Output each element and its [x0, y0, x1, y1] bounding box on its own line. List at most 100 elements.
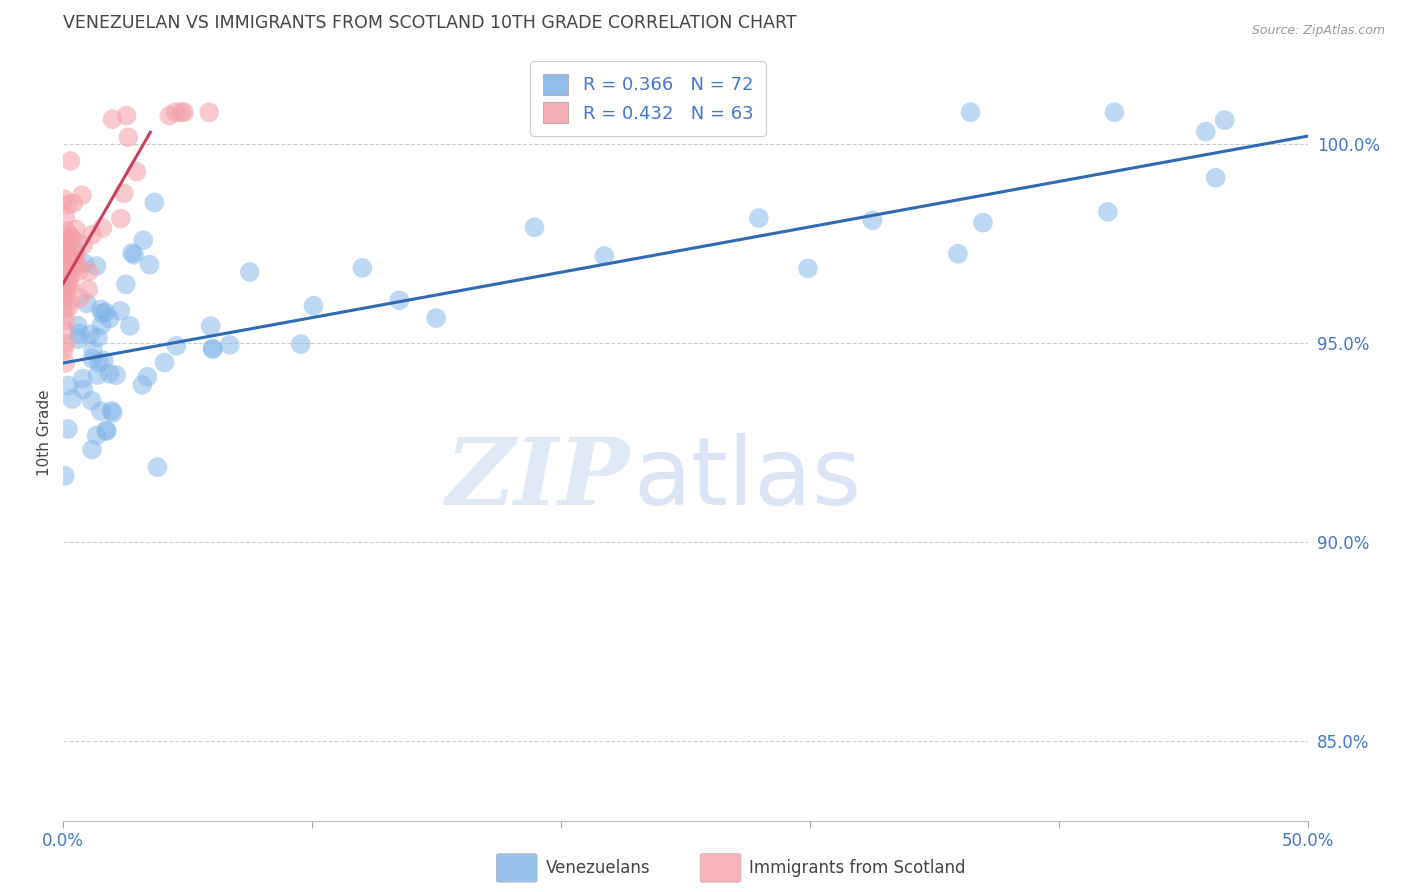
Point	[98, 367, 121, 381]
Point	[59, 294, 82, 309]
Point	[55, 336, 77, 351]
Point	[52, 235, 75, 249]
Point	[56, 198, 79, 212]
Point	[132, 233, 155, 247]
Point	[593, 249, 616, 263]
Point	[125, 164, 148, 178]
Point	[105, 368, 128, 383]
Point	[53, 210, 76, 224]
Point	[153, 355, 176, 369]
Point	[58, 228, 80, 243]
Point	[52, 286, 75, 301]
Point	[101, 406, 124, 420]
Point	[53, 469, 76, 483]
Point	[60, 392, 83, 406]
Point	[80, 393, 103, 408]
Point	[112, 186, 135, 201]
Text: Immigrants from Scotland: Immigrants from Scotland	[749, 859, 966, 877]
Point	[72, 371, 94, 385]
Point	[100, 404, 122, 418]
Legend: R = 0.366   N = 72, R = 0.432   N = 63: R = 0.366 N = 72, R = 0.432 N = 63	[530, 62, 766, 136]
Y-axis label: 10th Grade: 10th Grade	[37, 389, 52, 476]
Point	[73, 256, 96, 270]
Point	[58, 267, 80, 281]
Point	[56, 231, 79, 245]
Point	[90, 404, 112, 418]
Point	[972, 216, 994, 230]
Point	[52, 263, 75, 277]
Point	[302, 299, 325, 313]
Point	[425, 311, 447, 326]
Point	[56, 263, 79, 277]
Point	[53, 323, 76, 337]
Point	[117, 130, 139, 145]
Point	[58, 378, 80, 392]
Point	[388, 293, 411, 308]
Point	[55, 280, 77, 294]
Point	[52, 343, 75, 357]
Point	[110, 211, 132, 226]
Point	[62, 233, 84, 247]
Point	[1097, 204, 1119, 219]
Point	[58, 251, 80, 265]
Point	[56, 256, 79, 270]
Text: atlas: atlas	[633, 434, 862, 525]
Point	[87, 330, 110, 344]
Point	[79, 327, 101, 342]
Point	[53, 283, 76, 297]
Point	[797, 261, 820, 276]
Point	[143, 195, 166, 210]
Point	[62, 253, 84, 268]
Point	[55, 224, 77, 238]
Point	[53, 245, 76, 260]
Point	[58, 301, 80, 315]
Point	[1213, 113, 1236, 128]
Point	[115, 109, 138, 123]
Point	[170, 105, 193, 120]
Point	[53, 356, 76, 370]
Point	[136, 369, 159, 384]
Point	[56, 275, 79, 289]
Point	[200, 319, 222, 334]
Point	[62, 196, 84, 211]
Point	[352, 260, 374, 275]
Point	[56, 422, 79, 436]
Point	[86, 368, 108, 383]
Point	[53, 292, 76, 306]
Point	[80, 442, 103, 457]
Point	[122, 248, 145, 262]
Point	[59, 248, 82, 262]
Point	[76, 296, 98, 310]
Point	[118, 318, 141, 333]
Text: ZIP: ZIP	[446, 434, 630, 524]
Point	[946, 246, 969, 260]
Point	[72, 238, 94, 252]
Point	[63, 247, 86, 261]
Point	[91, 306, 114, 320]
Point	[70, 188, 93, 202]
Point	[59, 278, 82, 293]
Point	[82, 227, 104, 242]
Point	[218, 338, 240, 352]
Point	[53, 192, 76, 206]
Point	[523, 220, 546, 235]
Point	[96, 423, 118, 437]
Point	[72, 383, 94, 397]
Point	[1205, 170, 1227, 185]
Point	[58, 277, 80, 292]
Point	[959, 105, 981, 120]
Point	[67, 332, 90, 346]
Point	[157, 109, 180, 123]
Point	[55, 247, 77, 261]
Point	[82, 351, 104, 366]
Point	[90, 302, 112, 317]
Point	[198, 105, 221, 120]
Point	[94, 305, 117, 319]
Point	[165, 105, 187, 120]
Point	[121, 246, 143, 260]
Point	[58, 254, 80, 268]
Point	[66, 257, 89, 271]
Point	[89, 356, 111, 370]
Point	[55, 314, 77, 328]
Point	[56, 267, 79, 281]
